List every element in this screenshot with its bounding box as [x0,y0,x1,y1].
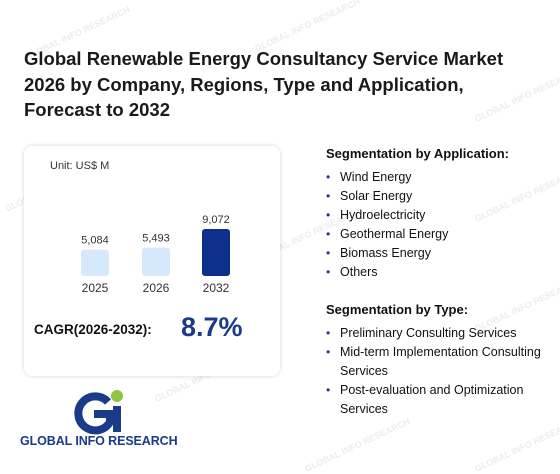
application-list: Wind Energy Solar Energy Hydroelectricit… [326,168,556,282]
list-item: Preliminary Consulting Services [326,324,556,343]
data-label: 5,084 [81,235,109,247]
segmentation-type: Segmentation by Type: Preliminary Consul… [326,302,556,419]
bar-2032 [202,229,230,276]
bar-chart: 5,084 2025 5,493 2026 9,072 2032 [81,214,230,295]
list-item: Solar Energy [326,187,556,206]
list-item: Biomass Energy [326,244,556,263]
cagr-label: CAGR(2026-2032): [34,322,152,337]
list-item: Hydroelectricity [326,206,556,225]
watermark: GLOBAL INFO RESEARCH [473,416,560,474]
segmentation-application: Segmentation by Application: Wind Energy… [326,146,556,282]
page-title: Global Renewable Energy Consultancy Serv… [24,48,504,120]
data-label: 9,072 [202,214,230,226]
logo-text: GLOBAL INFO RESEARCH [20,434,178,448]
chart-card: Unit: US$ M 5,084 2025 5,493 2026 9,072 2032 … [24,146,280,376]
bar-2025 [81,249,109,276]
type-list: Preliminary Consulting Services Mid-term… [326,324,556,419]
bar-2026 [142,247,170,276]
gi-logo-icon [74,390,123,435]
watermark: GLOBAL INFO RESEARCH [303,416,412,474]
list-item: Wind Energy [326,168,556,187]
cagr-value: 8.7% [181,312,243,342]
list-item: Others [326,263,556,282]
company-logo: GLOBAL INFO RESEARCH [20,386,190,452]
list-item: Post-evaluation and Optimization Service… [326,381,556,419]
chart-unit-label: Unit: US$ M [50,160,110,172]
category-label: 2032 [203,281,230,295]
list-item: Mid-term Implementation Consulting Servi… [326,343,556,381]
data-label: 5,493 [142,233,170,245]
list-item: Geothermal Energy [326,225,556,244]
category-label: 2026 [143,281,170,295]
segmentation-type-heading: Segmentation by Type: [326,302,469,317]
category-label: 2025 [82,281,109,295]
segmentation-application-heading: Segmentation by Application: [326,146,509,161]
